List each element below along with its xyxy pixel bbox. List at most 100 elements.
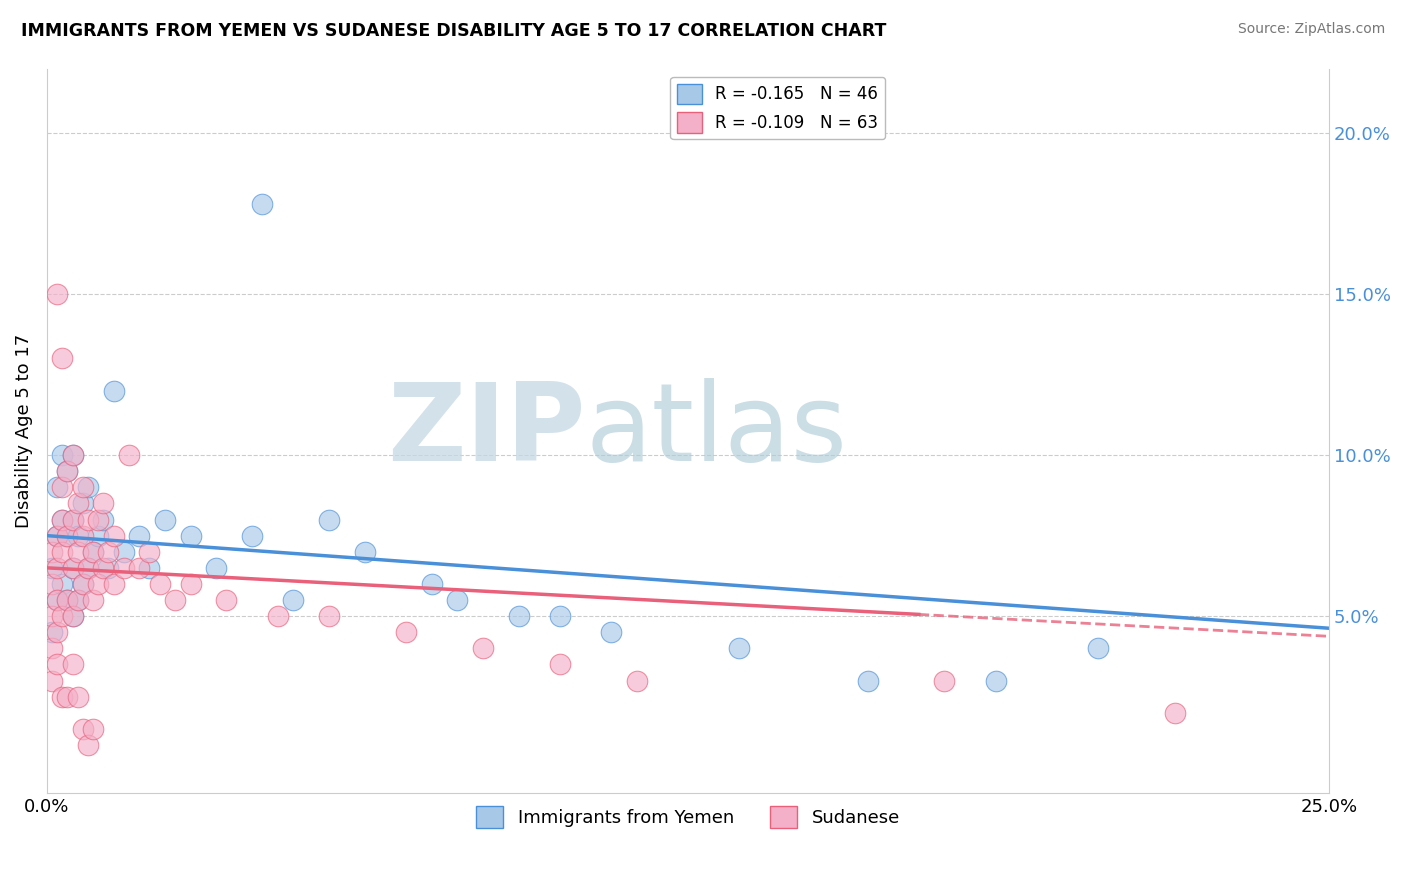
Y-axis label: Disability Age 5 to 17: Disability Age 5 to 17 — [15, 334, 32, 528]
Point — [62, 609, 84, 624]
Point — [41, 561, 63, 575]
Point — [91, 496, 114, 510]
Point — [66, 690, 89, 704]
Point — [87, 528, 110, 542]
Point — [179, 577, 201, 591]
Point — [51, 351, 73, 366]
Point — [62, 561, 84, 575]
Point — [46, 625, 69, 640]
Point — [46, 657, 69, 672]
Point — [56, 464, 79, 478]
Point — [82, 545, 104, 559]
Point — [66, 496, 89, 510]
Point — [281, 593, 304, 607]
Point — [82, 593, 104, 607]
Point — [420, 577, 443, 591]
Point — [41, 673, 63, 688]
Point — [41, 625, 63, 640]
Point — [138, 545, 160, 559]
Point — [51, 545, 73, 559]
Point — [51, 690, 73, 704]
Point — [56, 528, 79, 542]
Point — [77, 561, 100, 575]
Point — [87, 512, 110, 526]
Point — [66, 545, 89, 559]
Point — [62, 561, 84, 575]
Point — [318, 609, 340, 624]
Point — [56, 690, 79, 704]
Point — [46, 593, 69, 607]
Point — [548, 609, 571, 624]
Legend: Immigrants from Yemen, Sudanese: Immigrants from Yemen, Sudanese — [470, 798, 907, 835]
Point — [51, 448, 73, 462]
Point — [471, 641, 494, 656]
Point — [66, 528, 89, 542]
Point — [179, 528, 201, 542]
Point — [128, 528, 150, 542]
Point — [56, 593, 79, 607]
Point — [51, 609, 73, 624]
Point — [91, 561, 114, 575]
Text: IMMIGRANTS FROM YEMEN VS SUDANESE DISABILITY AGE 5 TO 17 CORRELATION CHART: IMMIGRANTS FROM YEMEN VS SUDANESE DISABI… — [21, 22, 886, 40]
Point — [62, 512, 84, 526]
Point — [66, 593, 89, 607]
Point — [205, 561, 228, 575]
Point — [626, 673, 648, 688]
Point — [103, 528, 125, 542]
Point — [548, 657, 571, 672]
Point — [77, 738, 100, 752]
Point — [856, 673, 879, 688]
Point — [66, 593, 89, 607]
Point — [62, 512, 84, 526]
Point — [728, 641, 751, 656]
Point — [62, 657, 84, 672]
Point — [51, 512, 73, 526]
Point — [1164, 706, 1187, 720]
Point — [72, 577, 94, 591]
Point — [46, 561, 69, 575]
Point — [354, 545, 377, 559]
Point — [62, 448, 84, 462]
Point — [62, 448, 84, 462]
Point — [112, 545, 135, 559]
Point — [165, 593, 187, 607]
Point — [72, 577, 94, 591]
Point — [395, 625, 418, 640]
Point — [56, 464, 79, 478]
Point — [41, 641, 63, 656]
Point — [72, 528, 94, 542]
Point — [87, 577, 110, 591]
Point — [41, 609, 63, 624]
Point — [77, 512, 100, 526]
Point — [77, 561, 100, 575]
Point — [56, 528, 79, 542]
Point — [41, 545, 63, 559]
Point — [934, 673, 956, 688]
Text: ZIP: ZIP — [387, 378, 585, 484]
Point — [1087, 641, 1109, 656]
Point — [112, 561, 135, 575]
Point — [77, 480, 100, 494]
Point — [103, 384, 125, 398]
Point — [508, 609, 530, 624]
Point — [72, 496, 94, 510]
Point — [51, 480, 73, 494]
Point — [91, 512, 114, 526]
Point — [56, 593, 79, 607]
Text: Source: ZipAtlas.com: Source: ZipAtlas.com — [1237, 22, 1385, 37]
Point — [51, 512, 73, 526]
Point — [82, 545, 104, 559]
Point — [600, 625, 623, 640]
Point — [240, 528, 263, 542]
Point — [72, 722, 94, 736]
Point — [46, 287, 69, 301]
Point — [446, 593, 468, 607]
Point — [41, 577, 63, 591]
Point — [72, 480, 94, 494]
Point — [46, 593, 69, 607]
Point — [128, 561, 150, 575]
Point — [318, 512, 340, 526]
Point — [153, 512, 176, 526]
Point — [46, 528, 69, 542]
Point — [118, 448, 141, 462]
